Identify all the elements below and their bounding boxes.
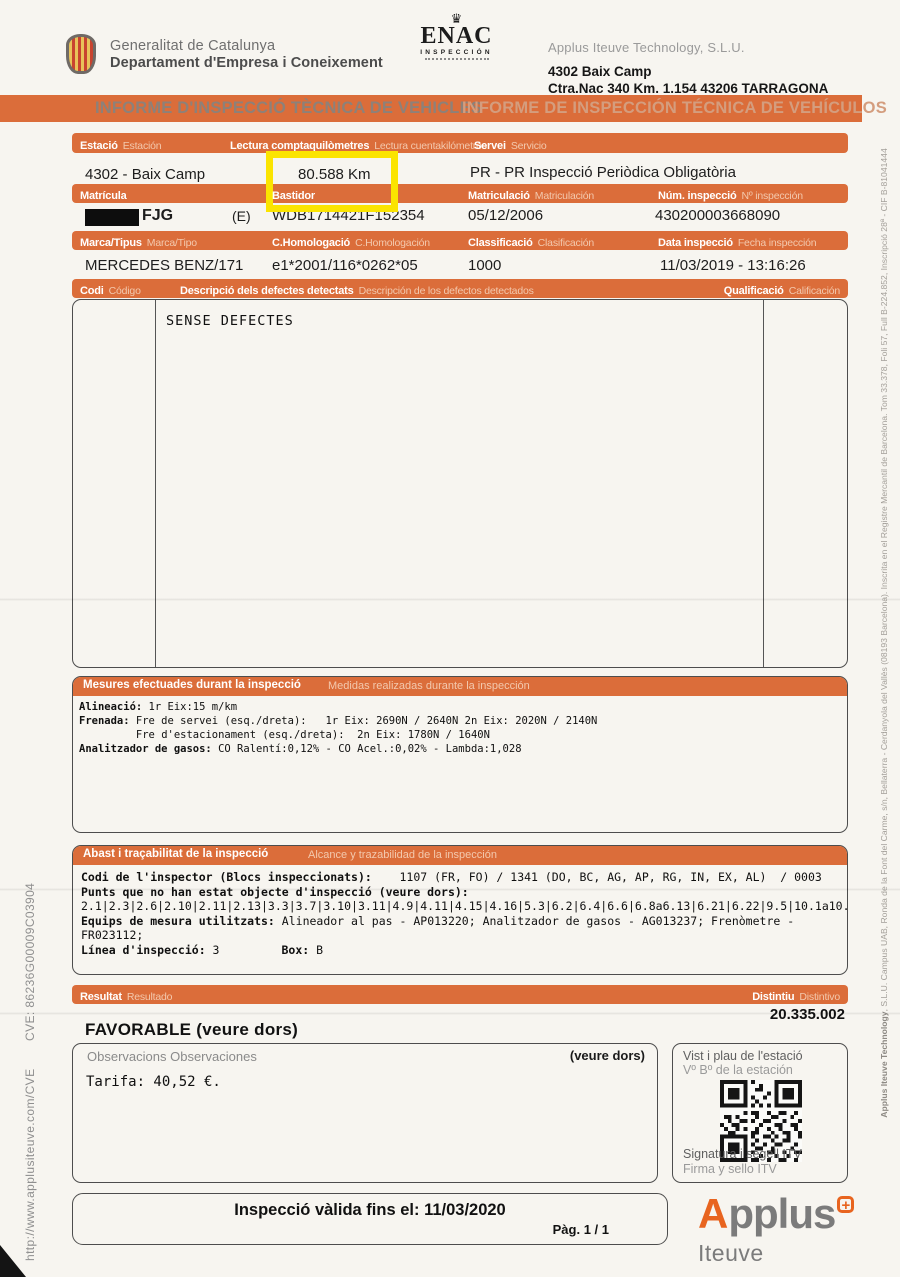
report-title-bar: INFORME D'INSPECCIÓ TÈCNICA DE VEHICLES … (0, 95, 887, 122)
label-descripcio: Descripció dels defectes detectats Descri… (180, 285, 534, 297)
report-title-ca: INFORME D'INSPECCIÓ TÈCNICA DE VEHICLES (95, 99, 482, 117)
label-homologacio: C.Homologació C.Homologación (272, 237, 430, 249)
measure-line: Alineació: 1r Eix:15 m/km (79, 701, 238, 713)
company-name: Applus Iteuve Technology, S.L.U. (548, 40, 745, 55)
scan-crease (0, 1012, 900, 1015)
validity-box: Inspecció vàlida fins el: 11/03/2020 Pàg… (72, 1193, 668, 1245)
header-bar-vehicle-id: Matrícula Bastidor Matriculació Matricula… (72, 184, 848, 203)
observations-box: Observacions Observaciones (veure dors) … (72, 1043, 658, 1183)
validity-text: Inspecció vàlida fins el: 11/03/2020 (234, 1201, 506, 1219)
approval-title-ca: Vist i plau de l'estació (683, 1049, 803, 1063)
measure-line: Fre d'estacionament (esq./dreta): 2n Eix… (79, 729, 490, 741)
homologation-value: e1*2001/116*0262*05 (272, 257, 418, 274)
label-observacions: Observacions Observaciones (87, 1049, 257, 1064)
scan-corner-artifact (0, 1245, 26, 1277)
plate-value: FJG (142, 207, 174, 224)
label-data-inspeccio: Data inspecció Fecha inspección (658, 237, 817, 249)
cve-url: http://www.applusiteuve.com/CVE (23, 1068, 37, 1261)
plate-country: (E) (232, 208, 251, 224)
station-value: 4302 - Baix Camp (85, 166, 206, 183)
scan-crease (0, 888, 900, 891)
scope-header-bar: Abast i traçabilitat de la inspecció Alc… (73, 846, 847, 865)
highlight-annotation (266, 151, 398, 212)
scope-line: Codi de l'inspector (Blocs inspeccionats… (81, 870, 822, 884)
odometer-value: 80.588 Km (298, 166, 371, 183)
scope-panel: Abast i traçabilitat de la inspecció Alc… (72, 845, 848, 975)
signature-label-es: Firma y sello ITV (683, 1162, 777, 1176)
defects-table: SENSE DEFECTES (72, 299, 848, 668)
label-lectura: Lectura comptaquilòmetres Lectura cuentak… (230, 139, 487, 152)
scan-crease (0, 598, 900, 601)
scope-line: Línea d'inspecció: 3 Box: B (81, 942, 324, 957)
label-bastidor: Bastidor (272, 190, 316, 202)
result-value: FAVORABLE (veure dors) (85, 1020, 299, 1039)
label-codi: Codi Código (80, 285, 141, 297)
distinctive-value: 20.335.002 (600, 1006, 845, 1023)
gencat-department: Departament d'Empresa i Coneixement (110, 55, 383, 71)
applus-logo-sub: Iteuve (698, 1240, 764, 1266)
applus-logo: Applus + Iteuve (698, 1190, 855, 1267)
legal-registration-text: Applus Iteuve Technology, S.L.U. Campus … (879, 148, 889, 1118)
defects-body: SENSE DEFECTES (166, 313, 294, 329)
make-value: MERCEDES BENZ/171 (85, 257, 244, 274)
generalitat-logo-icon (66, 34, 100, 78)
label-matricula: Matrícula (80, 190, 127, 202)
station-name: 4302 Baix Camp (548, 64, 652, 79)
label-classificacio: Classificació Clasificación (468, 237, 595, 249)
measures-body: Alineació: 1r Eix:15 m/km Frenada: Fre d… (73, 696, 847, 760)
label-estacio: Estació Estación (80, 139, 162, 152)
label-resultat: Resultat Resultado (80, 991, 173, 1003)
enac-accreditation-number (424, 58, 489, 60)
measure-line: Frenada: Fre de servei (esq./dreta): 1r … (79, 715, 598, 727)
gencat-name: Generalitat de Catalunya (110, 38, 276, 54)
header-bar-station: Estació Estación Lectura comptaquilòmetre… (72, 133, 848, 153)
enac-subtitle: INSPECCIÓN (420, 49, 493, 56)
service-value: PR - PR Inspecció Periòdica Obligatòria (470, 164, 736, 181)
applus-plus-icon: + (837, 1196, 855, 1213)
enac-logo: ♛ ENAC INSPECCIÓN (404, 12, 509, 60)
scope-body: Codi de l'inspector (Blocs inspeccionats… (73, 865, 847, 962)
approval-title-es: Vº Bº de la estación (683, 1063, 793, 1077)
station-address: Ctra.Nac 340 Km. 1.154 43206 TARRAGONA (548, 81, 829, 96)
label-qualificacio: Qualificació Calificación (723, 285, 840, 297)
label-distintiu: Distintiu Distintivo (752, 991, 840, 1003)
observations-body: Tarifa: 40,52 €. (86, 1074, 221, 1090)
registration-date-value: 05/12/2006 (468, 207, 544, 224)
defects-header-bar: Codi Código Descripció dels defectes dete… (72, 279, 848, 298)
label-matriculacio: Matriculació Matriculación (468, 190, 595, 202)
enac-crown-icon: ♛ (450, 11, 463, 26)
observations-note: (veure dors) (569, 1048, 645, 1063)
measures-header-bar: Mesures efectuades durant la inspecció M… (73, 677, 847, 696)
header-bar-make: Marca/Tipus Marca/Tipo C.Homologació C.Hom… (72, 231, 848, 250)
measure-line: Analitzador de gasos: CO Ralentí:0,12% -… (79, 743, 522, 755)
inspection-datetime-value: 11/03/2019 - 13:16:26 (660, 257, 806, 274)
senyera-shield-icon (66, 34, 96, 74)
plate-redaction-box (85, 209, 139, 226)
classification-value: 1000 (468, 257, 502, 274)
station-approval-box: Vist i plau de l'estació Vº Bº de la est… (672, 1043, 848, 1183)
scope-line: Equips de mesura utilitzats: Alineador a… (81, 913, 802, 943)
report-title-es: INFORME DE INSPECCIÓN TÉCNICA DE VEHÍCUL… (462, 99, 887, 117)
defects-divider-left (155, 300, 157, 667)
defects-divider-right (763, 300, 765, 667)
label-marca: Marca/Tipus Marca/Tipo (80, 237, 197, 249)
applus-logo-a: A (698, 1190, 729, 1237)
qr-code (720, 1080, 802, 1162)
label-num-inspeccio: Núm. inspecció Nº inspección (658, 190, 803, 202)
signature-label-ca: Signatura i segell ITV (683, 1147, 802, 1161)
scope-line: Punts que no han estat objecte d'inspecc… (81, 884, 847, 914)
label-servei: Servei Servicio (474, 139, 547, 152)
measures-panel: Mesures efectuades durant la inspecció M… (72, 676, 848, 833)
enac-name: ENAC (420, 23, 493, 49)
result-header-bar: Resultat Resultado Distintiu Distintivo (72, 985, 848, 1004)
page-number: Pàg. 1 / 1 (552, 1222, 609, 1237)
inspection-number-value: 430200003668090 (655, 207, 781, 224)
